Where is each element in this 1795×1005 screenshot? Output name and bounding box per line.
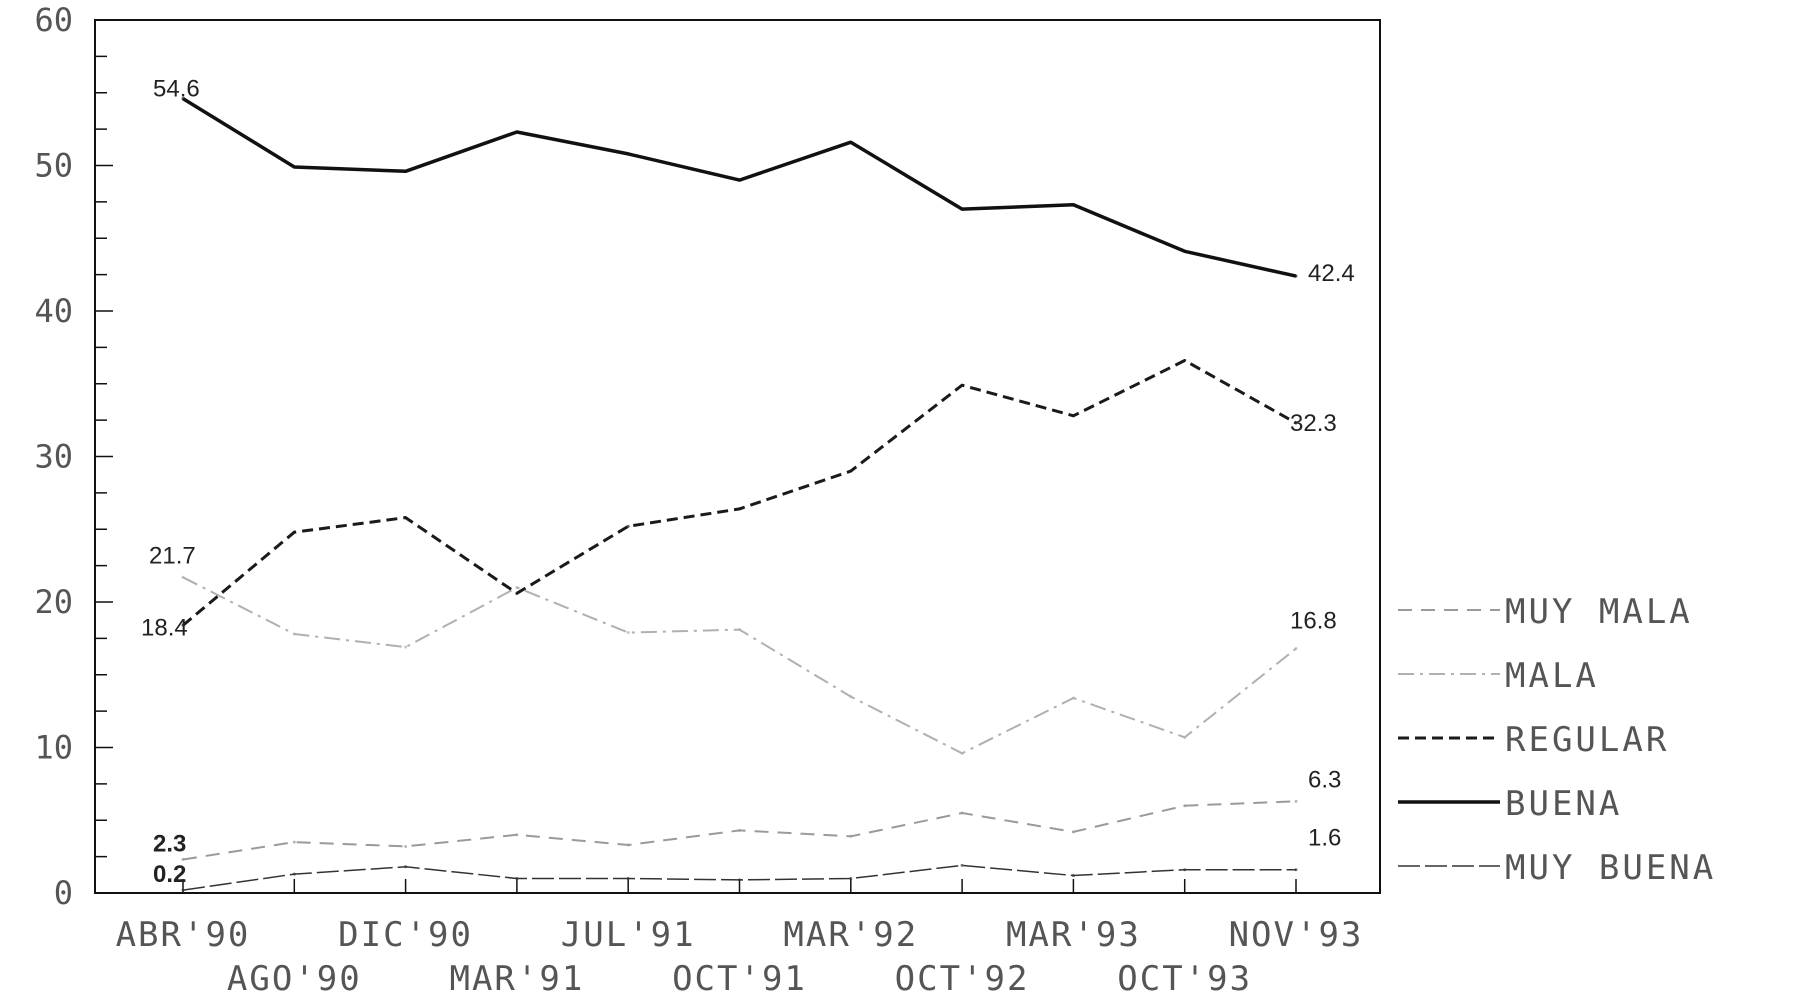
data-point: [404, 844, 408, 848]
data-point: [515, 585, 519, 589]
data-point: [292, 840, 296, 844]
data-point: [404, 865, 408, 869]
data-point: [1294, 274, 1298, 278]
data-label: 16.8: [1290, 608, 1337, 635]
legend-label: MUY MALA: [1505, 592, 1693, 632]
data-point: [181, 858, 185, 862]
data-point: [738, 178, 741, 182]
data-label: 54.6: [153, 76, 200, 103]
plot-area: [94, 19, 1381, 894]
data-point: [292, 530, 296, 534]
legend-label: REGULAR: [1505, 720, 1669, 760]
data-point: [1294, 421, 1298, 425]
data-point: [849, 834, 853, 838]
data-label: 6.3: [1308, 766, 1341, 793]
data-point: [1294, 868, 1298, 872]
data-point: [292, 165, 296, 169]
data-point: [738, 878, 741, 882]
data-point: [1183, 249, 1187, 253]
data-point: [292, 872, 296, 876]
data-label: 1.6: [1308, 825, 1341, 852]
data-point: [1183, 735, 1187, 739]
data-point: [181, 888, 185, 892]
data-point: [626, 631, 630, 635]
data-point: [1071, 414, 1075, 418]
data-point: [960, 207, 964, 211]
y-tick-label: 30: [34, 438, 73, 476]
y-tick-label: 50: [34, 147, 73, 185]
data-point: [960, 811, 964, 815]
legend-label: MUY BUENA: [1505, 848, 1716, 888]
x-tick-label: DIC'90: [338, 915, 473, 955]
data-point: [960, 383, 964, 387]
data-point: [849, 140, 853, 144]
data-point: [626, 876, 630, 880]
data-point: [1183, 804, 1187, 808]
data-labels: 2.3 6.3 21.7 16.8 18.4 32.3 54.6 42.4 0.2 1.6: [141, 76, 1355, 889]
data-label: 2.3: [153, 831, 186, 858]
y-tick-label: 10: [34, 729, 73, 767]
x-tick-label: MAR'92: [783, 915, 918, 955]
series-line-mala: [182, 576, 1297, 755]
legend-label: BUENA: [1505, 784, 1622, 824]
data-point: [181, 97, 185, 101]
data-point: [404, 516, 408, 520]
x-tick-label: ABR'90: [116, 915, 251, 955]
data-point: [1071, 203, 1075, 207]
x-tick-label: OCT'91: [672, 959, 807, 999]
series-layer: [181, 97, 1298, 892]
data-point: [738, 628, 741, 632]
data-label: 18.4: [141, 614, 188, 641]
series-line-regular: [182, 359, 1297, 627]
data-point: [515, 130, 519, 134]
data-label: 32.3: [1290, 410, 1337, 437]
x-tick-label: JUL'91: [561, 915, 696, 955]
data-point: [1071, 830, 1075, 834]
data-point: [1183, 358, 1187, 362]
data-point: [626, 843, 630, 847]
data-point: [626, 152, 630, 156]
data-point: [1294, 799, 1298, 803]
data-point: [515, 876, 519, 880]
data-point: [738, 507, 741, 511]
x-axis: ABR'90AGO'90DIC'90MAR'91JUL'91OCT'91MAR'…: [116, 879, 1364, 999]
x-tick-label: AGO'90: [227, 959, 362, 999]
data-point: [738, 828, 741, 832]
x-tick-label: OCT'93: [1117, 959, 1252, 999]
data-point: [404, 645, 408, 649]
x-tick-label: OCT'92: [895, 959, 1030, 999]
x-tick-label: MAR'91: [449, 959, 584, 999]
data-point: [849, 695, 853, 699]
legend-label: MALA: [1505, 656, 1599, 696]
data-point: [626, 524, 630, 528]
data-point: [181, 623, 185, 627]
data-point: [515, 591, 519, 595]
data-point: [849, 876, 853, 880]
y-axis: 0 10 20 30 40 50 60: [34, 1, 113, 912]
data-point: [181, 575, 185, 579]
data-point: [292, 632, 296, 636]
x-tick-label: MAR'93: [1006, 915, 1141, 955]
data-point: [960, 863, 964, 867]
data-label: 0.2: [153, 861, 186, 888]
data-point: [1071, 874, 1075, 878]
data-point: [849, 469, 853, 473]
y-tick-label: 0: [54, 874, 73, 912]
legend: MUY MALA MALA REGULAR BUENA MUY BUENA: [1398, 592, 1716, 888]
data-point: [1294, 647, 1298, 651]
y-tick-label: 40: [34, 292, 73, 330]
data-label: 21.7: [149, 542, 196, 569]
data-point: [1071, 696, 1075, 700]
data-label: 42.4: [1308, 260, 1355, 287]
data-point: [404, 169, 408, 173]
data-point: [515, 833, 519, 837]
data-point: [1183, 868, 1187, 872]
y-tick-label: 60: [34, 1, 73, 39]
series-line-buena: [182, 97, 1297, 278]
y-tick-label: 20: [34, 583, 73, 621]
x-tick-label: NOV'93: [1229, 915, 1364, 955]
data-point: [960, 751, 964, 755]
